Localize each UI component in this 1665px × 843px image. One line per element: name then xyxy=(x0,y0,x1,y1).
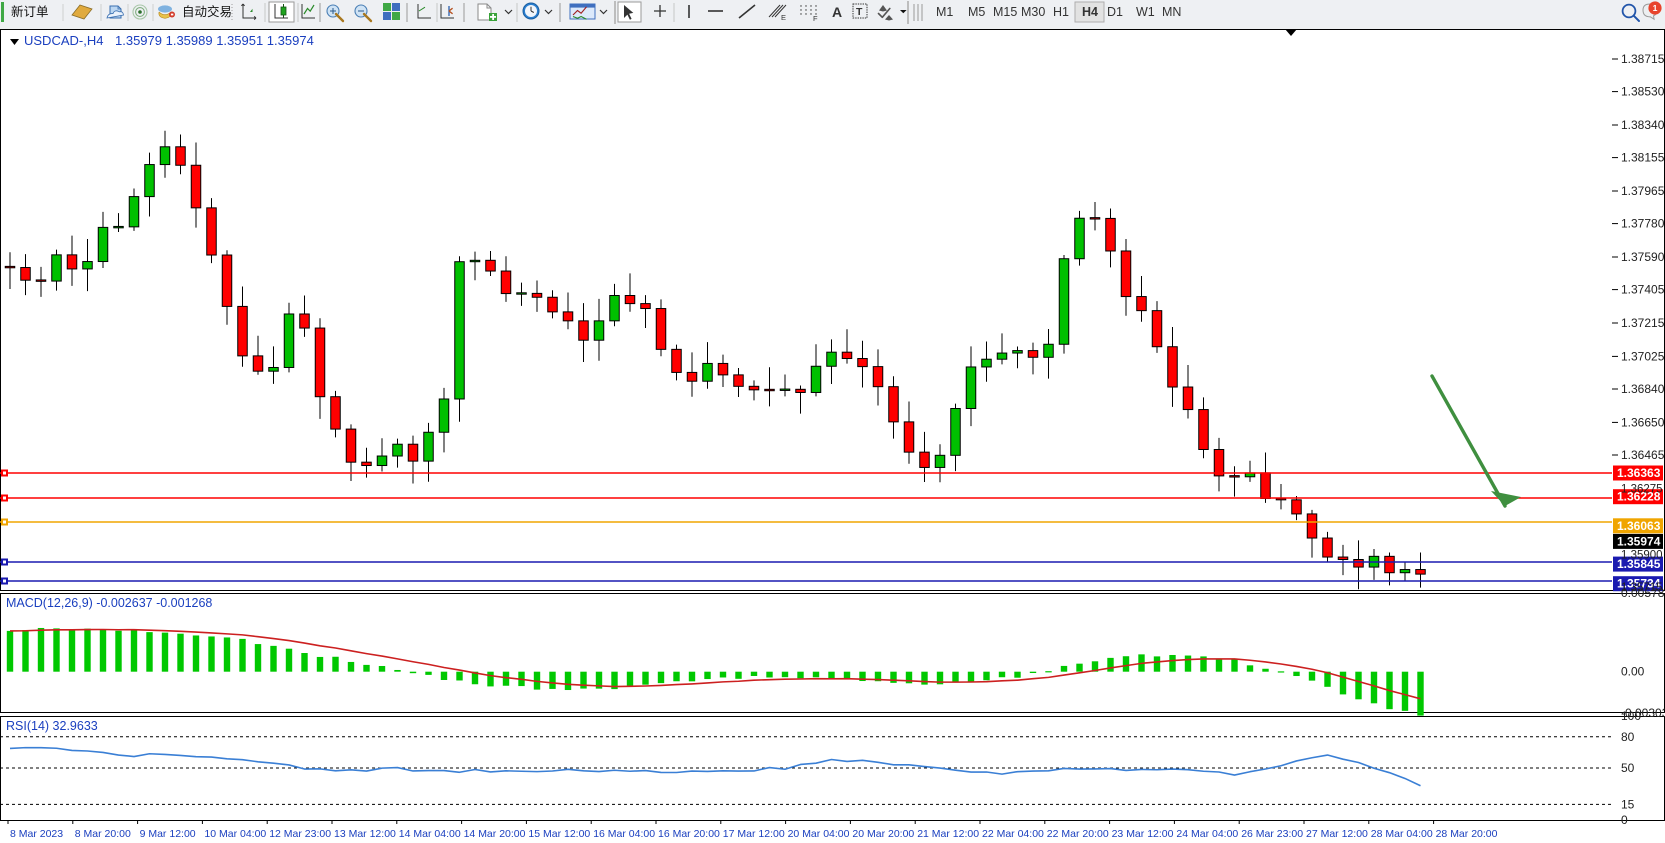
svg-text:16 Mar 20:00: 16 Mar 20:00 xyxy=(658,828,720,840)
svg-text:1.35900: 1.35900 xyxy=(1621,549,1663,561)
svg-text:14 Mar 04:00: 14 Mar 04:00 xyxy=(399,828,461,840)
svg-text:12 Mar 23:00: 12 Mar 23:00 xyxy=(269,828,331,840)
svg-text:W1: W1 xyxy=(1136,5,1155,19)
svg-text:F: F xyxy=(813,14,818,23)
svg-text:MN: MN xyxy=(1162,5,1181,19)
svg-text:1.36275: 1.36275 xyxy=(1621,483,1663,495)
svg-text:1.35979 1.35989 1.35951 1.3597: 1.35979 1.35989 1.35951 1.35974 xyxy=(115,33,314,48)
svg-text:28 Mar 04:00: 28 Mar 04:00 xyxy=(1371,828,1433,840)
svg-text:27 Mar 12:00: 27 Mar 12:00 xyxy=(1306,828,1368,840)
svg-text:0.005789: 0.005789 xyxy=(1621,586,1665,600)
svg-text:23 Mar 12:00: 23 Mar 12:00 xyxy=(1112,828,1174,840)
svg-text:MACD(12,26,9) -0.002637 -0.001: MACD(12,26,9) -0.002637 -0.001268 xyxy=(6,596,212,610)
svg-text:1.38530: 1.38530 xyxy=(1621,85,1665,99)
svg-text:1.38340: 1.38340 xyxy=(1621,118,1665,132)
svg-text:100: 100 xyxy=(1621,709,1641,723)
svg-text:M1: M1 xyxy=(936,5,953,19)
svg-text:28 Mar 20:00: 28 Mar 20:00 xyxy=(1436,828,1498,840)
svg-text:1.36063: 1.36063 xyxy=(1617,519,1661,533)
svg-text:17 Mar 12:00: 17 Mar 12:00 xyxy=(723,828,785,840)
svg-text:USDCAD-,H4: USDCAD-,H4 xyxy=(24,33,103,48)
svg-text:D1: D1 xyxy=(1107,5,1123,19)
svg-text:M5: M5 xyxy=(968,5,985,19)
svg-text:1.36465: 1.36465 xyxy=(1621,448,1665,462)
svg-text:1.38155: 1.38155 xyxy=(1621,151,1665,165)
svg-text:20 Mar 04:00: 20 Mar 04:00 xyxy=(788,828,850,840)
svg-text:22 Mar 20:00: 22 Mar 20:00 xyxy=(1047,828,1109,840)
svg-text:A: A xyxy=(832,4,842,20)
svg-text:1.37405: 1.37405 xyxy=(1621,283,1665,297)
svg-text:H1: H1 xyxy=(1053,5,1069,19)
svg-text:0.00: 0.00 xyxy=(1621,665,1645,679)
svg-text:M30: M30 xyxy=(1021,5,1045,19)
svg-text:1.37025: 1.37025 xyxy=(1621,349,1665,363)
svg-text:1.36363: 1.36363 xyxy=(1617,466,1661,480)
svg-text:9 Mar 12:00: 9 Mar 12:00 xyxy=(140,828,196,840)
svg-text:M15: M15 xyxy=(993,5,1017,19)
svg-text:0: 0 xyxy=(1621,813,1628,827)
svg-text:22 Mar 04:00: 22 Mar 04:00 xyxy=(982,828,1044,840)
svg-text:8 Mar 2023: 8 Mar 2023 xyxy=(10,828,63,840)
svg-text:H4: H4 xyxy=(1082,5,1098,19)
svg-text:8 Mar 20:00: 8 Mar 20:00 xyxy=(75,828,131,840)
svg-text:自动交易: 自动交易 xyxy=(182,4,232,19)
svg-text:15: 15 xyxy=(1621,797,1635,811)
svg-text:1.37965: 1.37965 xyxy=(1621,184,1665,198)
svg-text:80: 80 xyxy=(1621,730,1635,744)
svg-text:1.36650: 1.36650 xyxy=(1621,415,1665,429)
svg-text:16 Mar 04:00: 16 Mar 04:00 xyxy=(593,828,655,840)
svg-text:1.35974: 1.35974 xyxy=(1617,534,1661,548)
svg-text:10 Mar 04:00: 10 Mar 04:00 xyxy=(204,828,266,840)
svg-text:24 Mar 04:00: 24 Mar 04:00 xyxy=(1176,828,1238,840)
svg-text:1.37215: 1.37215 xyxy=(1621,316,1665,330)
svg-text:1.37780: 1.37780 xyxy=(1621,217,1665,231)
svg-text:E: E xyxy=(781,13,786,22)
svg-text:21 Mar 12:00: 21 Mar 12:00 xyxy=(917,828,979,840)
svg-text:20 Mar 20:00: 20 Mar 20:00 xyxy=(852,828,914,840)
svg-text:新订单: 新订单 xyxy=(11,4,49,19)
svg-text:13 Mar 12:00: 13 Mar 12:00 xyxy=(334,828,396,840)
svg-text:26 Mar 23:00: 26 Mar 23:00 xyxy=(1241,828,1303,840)
svg-text:1: 1 xyxy=(1653,3,1658,13)
svg-text:15 Mar 12:00: 15 Mar 12:00 xyxy=(528,828,590,840)
svg-text:1.38715: 1.38715 xyxy=(1621,52,1665,66)
svg-text:T: T xyxy=(856,6,863,18)
svg-text:1.37590: 1.37590 xyxy=(1621,250,1665,264)
svg-text:1.36840: 1.36840 xyxy=(1621,382,1665,396)
svg-text:50: 50 xyxy=(1621,761,1635,775)
svg-text:RSI(14) 32.9633: RSI(14) 32.9633 xyxy=(6,719,98,733)
svg-text:14 Mar 20:00: 14 Mar 20:00 xyxy=(464,828,526,840)
